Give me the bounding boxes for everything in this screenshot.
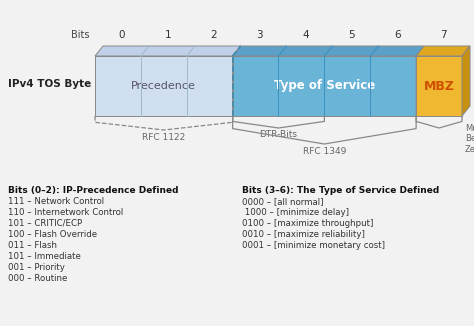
Text: DTR-Bits: DTR-Bits bbox=[259, 130, 298, 139]
Polygon shape bbox=[416, 46, 470, 56]
Polygon shape bbox=[95, 56, 233, 116]
Text: 1: 1 bbox=[164, 30, 171, 40]
Text: IPv4 TOS Byte: IPv4 TOS Byte bbox=[8, 79, 91, 89]
Polygon shape bbox=[233, 56, 416, 116]
Text: 011 – Flash: 011 – Flash bbox=[8, 241, 57, 250]
Text: 1000 – [minimize delay]: 1000 – [minimize delay] bbox=[242, 208, 349, 217]
Text: 5: 5 bbox=[348, 30, 355, 40]
Text: 101 – Immediate: 101 – Immediate bbox=[8, 252, 81, 261]
Polygon shape bbox=[416, 46, 424, 116]
Text: 101 – CRITIC/ECP: 101 – CRITIC/ECP bbox=[8, 219, 82, 228]
Text: Bits (3–6): The Type of Service Defined: Bits (3–6): The Type of Service Defined bbox=[242, 186, 439, 195]
Polygon shape bbox=[416, 56, 462, 116]
Text: 3: 3 bbox=[256, 30, 263, 40]
Polygon shape bbox=[95, 46, 241, 56]
Text: Must
Be
Zero: Must Be Zero bbox=[465, 124, 474, 154]
Text: 001 – Priority: 001 – Priority bbox=[8, 263, 65, 272]
Text: 0010 – [maximize reliability]: 0010 – [maximize reliability] bbox=[242, 230, 365, 239]
Text: 6: 6 bbox=[394, 30, 401, 40]
Text: 0100 – [maximize throughput]: 0100 – [maximize throughput] bbox=[242, 219, 374, 228]
Text: 0001 – [minimize monetary cost]: 0001 – [minimize monetary cost] bbox=[242, 241, 385, 250]
Text: MBZ: MBZ bbox=[424, 80, 455, 93]
Text: Type of Service: Type of Service bbox=[274, 80, 375, 93]
Polygon shape bbox=[233, 46, 241, 116]
Text: RFC 1349: RFC 1349 bbox=[303, 147, 346, 156]
Text: Bits (0–2): IP-Precedence Defined: Bits (0–2): IP-Precedence Defined bbox=[8, 186, 179, 195]
Text: 0000 – [all normal]: 0000 – [all normal] bbox=[242, 197, 323, 206]
Text: 100 – Flash Override: 100 – Flash Override bbox=[8, 230, 97, 239]
Text: 2: 2 bbox=[210, 30, 217, 40]
Text: Precedence: Precedence bbox=[131, 81, 196, 91]
Text: 000 – Routine: 000 – Routine bbox=[8, 274, 67, 283]
Text: 4: 4 bbox=[302, 30, 309, 40]
Text: 111 – Network Control: 111 – Network Control bbox=[8, 197, 104, 206]
Text: Bits: Bits bbox=[72, 30, 90, 40]
Text: RFC 1122: RFC 1122 bbox=[142, 133, 185, 142]
Text: 7: 7 bbox=[440, 30, 447, 40]
Text: 0: 0 bbox=[118, 30, 125, 40]
Text: 110 – Internetwork Control: 110 – Internetwork Control bbox=[8, 208, 123, 217]
Polygon shape bbox=[233, 46, 424, 56]
Polygon shape bbox=[462, 46, 470, 116]
